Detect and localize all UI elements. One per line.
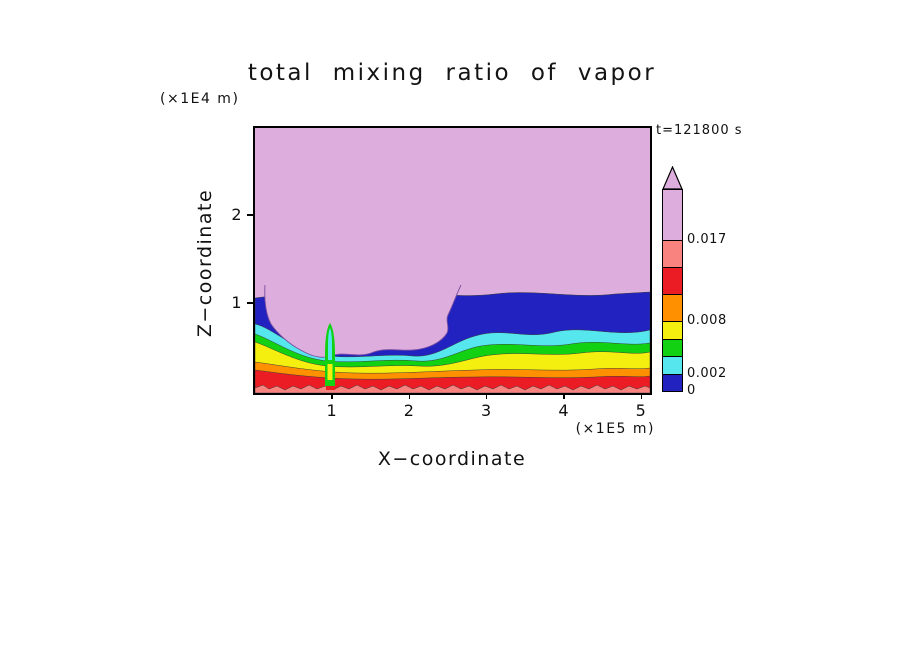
colorbar-arrow-shape (662, 165, 683, 190)
colorbar-segment-cyan (663, 356, 682, 374)
x-tick-label: 5 (635, 401, 647, 420)
x-tick-label: 4 (558, 401, 570, 420)
colorbar-label: 0.017 (687, 232, 727, 247)
colorbar-label: 0.008 (687, 313, 727, 328)
y-tick-label: 1 (231, 293, 242, 312)
colorbar (662, 189, 683, 392)
contour-spike-yellow-core (327, 364, 333, 380)
colorbar-segment-orange (663, 294, 682, 321)
x-tick-mark (640, 393, 642, 399)
colorbar-arrow-icon (662, 165, 683, 190)
x-tick-mark (408, 393, 411, 399)
colorbar-label: 0.002 (687, 366, 727, 381)
y-tick-label: 2 (231, 205, 242, 224)
y-tick-mark (247, 302, 253, 304)
x-tick-mark (563, 393, 565, 399)
x-axis-title: X−coordinate (377, 448, 527, 470)
x-axis-unit: (×1E5 m) (575, 421, 655, 437)
colorbar-segment-blue (663, 373, 682, 391)
x-tick-label: 2 (403, 401, 415, 420)
contour-lavender-plume (264, 285, 461, 358)
time-annotation: t=121800 s (656, 123, 743, 138)
contour-band-salmon (255, 384, 650, 393)
y-axis-unit: (×1E4 m) (160, 91, 240, 107)
colorbar-label: 0 (687, 383, 696, 398)
x-tick-label: 3 (481, 401, 492, 420)
plot-area (253, 126, 652, 395)
contour-spike-cyan-core (328, 328, 332, 360)
colorbar-segment-red (663, 267, 682, 294)
contour-field (255, 128, 650, 393)
chart-title: total mixing ratio of vapor (247, 60, 657, 86)
colorbar-segment-yellow (663, 321, 682, 339)
contour-plume-outline (264, 284, 462, 358)
y-tick-mark (247, 214, 253, 216)
x-tick-mark (331, 393, 333, 399)
colorbar-segment-green (663, 338, 682, 357)
colorbar-segment-lavender (663, 190, 682, 240)
colorbar-segment-salmon (663, 240, 682, 267)
x-tick-label: 1 (326, 401, 338, 420)
x-tick-mark (485, 393, 488, 399)
y-axis-title: Z−coordinate (194, 188, 216, 338)
